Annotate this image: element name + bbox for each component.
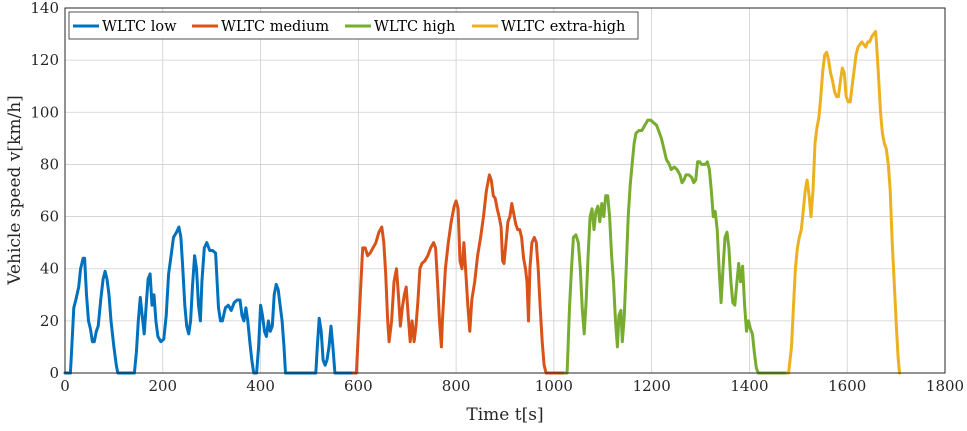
x-tick-label: 400 [246,377,275,395]
y-tick-label: 60 [40,208,59,226]
tick-labels: 0 200 400 600 800 1000 1200 1400 1600 1800 0 20 40 60… [30,0,964,395]
y-tick-label: 140 [30,0,59,17]
x-tick-label: 0 [60,377,70,395]
y-tick-label: 0 [49,364,59,382]
y-tick-label: 120 [30,51,59,69]
legend-label-wltc-extra-high: WLTC extra-high [501,19,625,35]
series-layer [63,30,901,375]
y-tick-label: 80 [40,155,59,173]
x-tick-label: 1200 [633,377,671,395]
series-line-wltc-medium [351,173,567,375]
x-tick-label: 1000 [535,377,573,395]
x-axis-label: Time t[s] [466,405,543,425]
x-tick-label: 200 [148,377,177,395]
x-tick-label: 1600 [828,377,866,395]
legend-label-wltc-high: WLTC high [374,19,455,35]
y-tick-label: 20 [40,312,59,330]
x-tick-label: 600 [344,377,373,395]
legend-label-wltc-medium: WLTC medium [221,19,329,35]
x-tick-label: 1800 [926,377,964,395]
legend-label-wltc-low: WLTC low [102,19,177,35]
y-axis-label: Vehicle speed v[km/h] [5,95,25,286]
y-tick-label: 40 [40,260,59,278]
series-line-wltc-extra-high [785,30,901,375]
y-tick-label: 100 [30,103,59,121]
legend: WLTC low WLTC medium WLTC high WLTC extr… [68,11,639,40]
x-tick-label: 800 [442,377,471,395]
series-line-wltc-high [563,118,789,375]
plot-frame [64,7,946,374]
plot-area [65,8,945,373]
x-tick-label: 1400 [730,377,768,395]
series-line-wltc-low [63,225,355,375]
